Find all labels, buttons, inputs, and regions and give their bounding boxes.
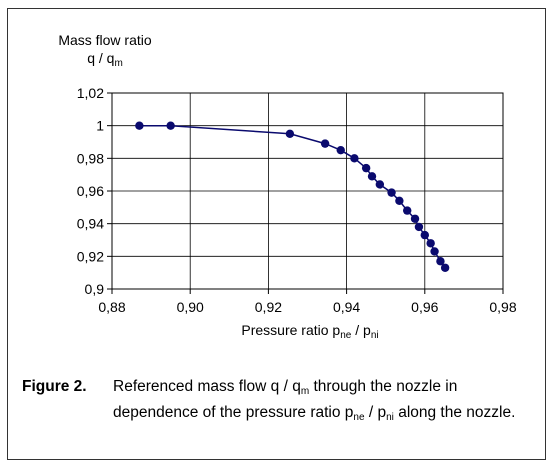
figure-label: Figure 2. — [22, 378, 87, 395]
caption-text: Referenced mass flow q / qm through the … — [113, 378, 516, 423]
data-point — [361, 163, 371, 173]
data-point — [426, 239, 435, 248]
data-point — [420, 230, 429, 240]
data-point — [166, 121, 175, 130]
x-tick-label: 0,96 — [411, 299, 438, 315]
y-axis-label-line1: Mass flow ratio — [58, 32, 152, 48]
y-tick-label: 0,96 — [77, 183, 104, 199]
x-tick-label: 0,92 — [255, 299, 282, 315]
data-point — [440, 263, 450, 272]
data-point — [414, 222, 424, 232]
data-point — [336, 145, 345, 155]
data-point — [395, 196, 404, 205]
data-point — [367, 172, 377, 181]
y-tick-label: 0,92 — [77, 248, 104, 264]
data-point — [436, 257, 445, 266]
data-point — [403, 206, 412, 215]
y-tick-label: 0,9 — [85, 281, 105, 297]
y-tick-label: 1 — [96, 118, 104, 134]
data-point — [410, 214, 420, 223]
data-point — [285, 129, 295, 139]
data-point — [430, 247, 439, 256]
data-point — [350, 154, 359, 163]
x-tick-label: 0,98 — [489, 299, 516, 315]
y-tick-label: 0,98 — [77, 150, 104, 166]
data-point — [375, 180, 385, 189]
x-tick-label: 0,94 — [333, 299, 360, 315]
y-axis-label-line2: q / qm — [87, 50, 123, 69]
data-point — [320, 139, 330, 148]
y-tick-label: 1,02 — [77, 85, 104, 101]
x-tick-label: 0,88 — [98, 299, 125, 315]
data-point — [387, 188, 396, 197]
x-tick-label: 0,90 — [177, 299, 204, 315]
y-tick-label: 0,94 — [77, 216, 104, 232]
x-axis-label: Pressure ratio pne / pni — [241, 322, 379, 341]
data-point — [135, 121, 144, 130]
